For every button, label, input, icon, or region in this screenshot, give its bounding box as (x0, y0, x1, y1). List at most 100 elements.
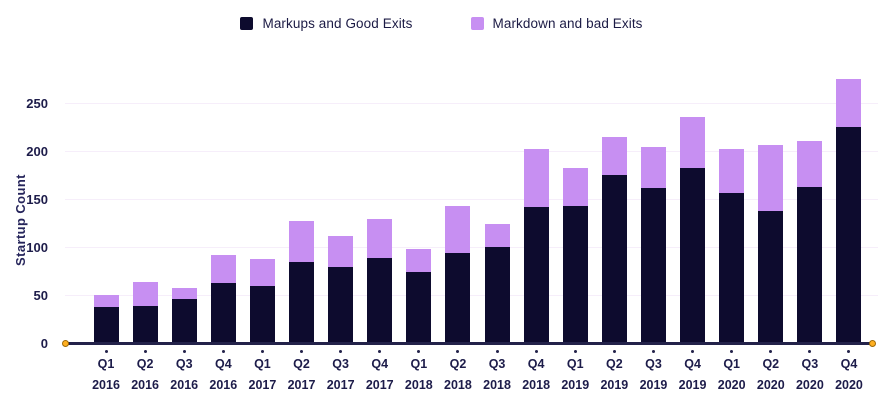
x-tick-label-quarter: Q3 (332, 357, 349, 371)
bar-segment-markups[interactable] (523, 206, 549, 343)
bar-segment-markups[interactable] (719, 193, 745, 343)
bar-segment-markups[interactable] (210, 283, 236, 343)
bar-segment-markups[interactable] (93, 307, 119, 343)
y-tick-label: 150 (26, 192, 48, 207)
bar-segment-markdown[interactable] (132, 281, 158, 306)
x-tick-label-quarter: Q1 (723, 357, 741, 371)
axis-endpoint-dot-right (868, 339, 876, 347)
x-tick-label-year: 2016 (92, 378, 120, 392)
bar-segment-markups[interactable] (601, 175, 627, 343)
x-tick-dot (339, 350, 343, 353)
x-tick-dot (260, 350, 264, 353)
bar-segment-markdown[interactable] (680, 117, 706, 169)
legend: Markups and Good Exits Markdown and bad … (0, 16, 883, 31)
x-tick-dot (417, 350, 421, 353)
bar-segment-markdown[interactable] (640, 147, 666, 189)
x-tick-dot (221, 350, 225, 353)
x-tick-label-quarter: Q3 (645, 357, 662, 371)
x-tick-label-quarter: Q3 (801, 357, 819, 371)
bar-segment-markdown[interactable] (93, 295, 119, 308)
bar-segment-markups[interactable] (328, 267, 354, 343)
bar-segment-markups[interactable] (797, 186, 823, 343)
y-tick-label: 200 (26, 144, 48, 159)
bar-segment-markups[interactable] (836, 127, 862, 343)
x-tick-dot (612, 350, 616, 353)
bar-segment-markups[interactable] (132, 305, 158, 343)
bar-segment-markdown[interactable] (601, 136, 627, 175)
bar-segment-markups[interactable] (484, 247, 510, 343)
bar-segment-markups[interactable] (445, 252, 471, 343)
x-tick-label-year: 2017 (248, 378, 277, 392)
bar-segment-markups[interactable] (171, 298, 197, 343)
bar-segment-markdown[interactable] (289, 221, 315, 263)
y-tick-label: 250 (26, 96, 48, 111)
bar-segment-markdown[interactable] (367, 219, 393, 258)
x-tick-label-quarter: Q1 (566, 357, 584, 371)
bar-segment-markdown[interactable] (328, 236, 354, 268)
legend-item-markdown[interactable]: Markdown and bad Exits (470, 16, 643, 31)
x-tick-label-quarter: Q4 (371, 357, 389, 371)
bar-segment-markdown[interactable] (758, 145, 784, 211)
x-tick-dot (651, 350, 655, 353)
x-tick-label-quarter: Q2 (762, 357, 780, 371)
x-tick-label-year: 2018 (404, 378, 433, 392)
x-tick-dot (808, 350, 812, 353)
x-tick-dot (730, 350, 734, 353)
gridline (65, 150, 878, 152)
x-tick-label-year: 2016 (209, 378, 238, 392)
x-tick-label-year: 2018 (444, 378, 472, 392)
x-tick-label-year: 2020 (835, 378, 863, 392)
y-tick-label: 100 (26, 240, 48, 255)
legend-label-markups: Markups and Good Exits (262, 16, 413, 31)
bar-segment-markups[interactable] (758, 210, 784, 343)
bar-segment-markdown[interactable] (171, 288, 197, 299)
gridline (65, 102, 878, 104)
bar-segment-markups[interactable] (406, 271, 432, 343)
x-tick-label-year: 2020 (795, 378, 824, 392)
x-tick-label-year: 2019 (678, 378, 707, 392)
x-tick-label-quarter: Q4 (214, 357, 232, 371)
x-tick-dot (104, 350, 108, 353)
bar-segment-markups[interactable] (249, 286, 275, 343)
bar-segment-markdown[interactable] (445, 205, 471, 253)
bar-segment-markups[interactable] (289, 262, 315, 343)
x-tick-label-quarter: Q4 (684, 357, 701, 371)
x-tick-dot (378, 350, 382, 353)
legend-label-markdown: Markdown and bad Exits (492, 16, 643, 31)
x-tick-label-year: 2017 (326, 378, 355, 392)
legend-swatch-markdown-icon (470, 17, 484, 30)
x-tick-label-quarter: Q2 (449, 357, 467, 371)
x-tick-label-quarter: Q2 (293, 357, 310, 371)
bar-segment-markdown[interactable] (797, 141, 823, 187)
bar-segment-markdown[interactable] (719, 149, 745, 194)
bar-segment-markdown[interactable] (484, 223, 510, 247)
x-tick-dot (573, 350, 577, 353)
bar-segment-markdown[interactable] (562, 168, 588, 206)
legend-swatch-markups-icon (240, 17, 254, 30)
y-tick-label: 50 (33, 288, 48, 303)
x-tick-label-quarter: Q3 (488, 357, 506, 371)
x-tick-label-year: 2020 (756, 378, 785, 392)
bar-segment-markups[interactable] (640, 188, 666, 343)
x-tick-dot (691, 350, 695, 353)
bar-segment-markdown[interactable] (249, 259, 275, 287)
bar-segment-markdown[interactable] (836, 79, 862, 127)
x-tick-label-year: 2017 (287, 378, 316, 392)
x-tick-label-year: 2019 (600, 378, 629, 392)
x-tick-label-quarter: Q2 (136, 357, 154, 371)
x-tick-label-year: 2019 (561, 378, 590, 392)
x-axis-baseline (65, 342, 872, 345)
bar-segment-markups[interactable] (562, 205, 588, 343)
bar-segment-markdown[interactable] (406, 248, 432, 272)
x-tick-label-year: 2019 (639, 378, 668, 392)
bar-segment-markups[interactable] (680, 168, 706, 343)
legend-item-markups[interactable]: Markups and Good Exits (240, 16, 412, 31)
bar-segment-markdown[interactable] (523, 149, 549, 207)
bar-segment-markups[interactable] (367, 257, 393, 343)
x-tick-dot (182, 350, 186, 353)
axis-endpoint-dot-left (61, 339, 69, 347)
x-tick-label-year: 2018 (483, 378, 511, 392)
bar-segment-markdown[interactable] (210, 254, 236, 284)
gridline (65, 294, 878, 296)
